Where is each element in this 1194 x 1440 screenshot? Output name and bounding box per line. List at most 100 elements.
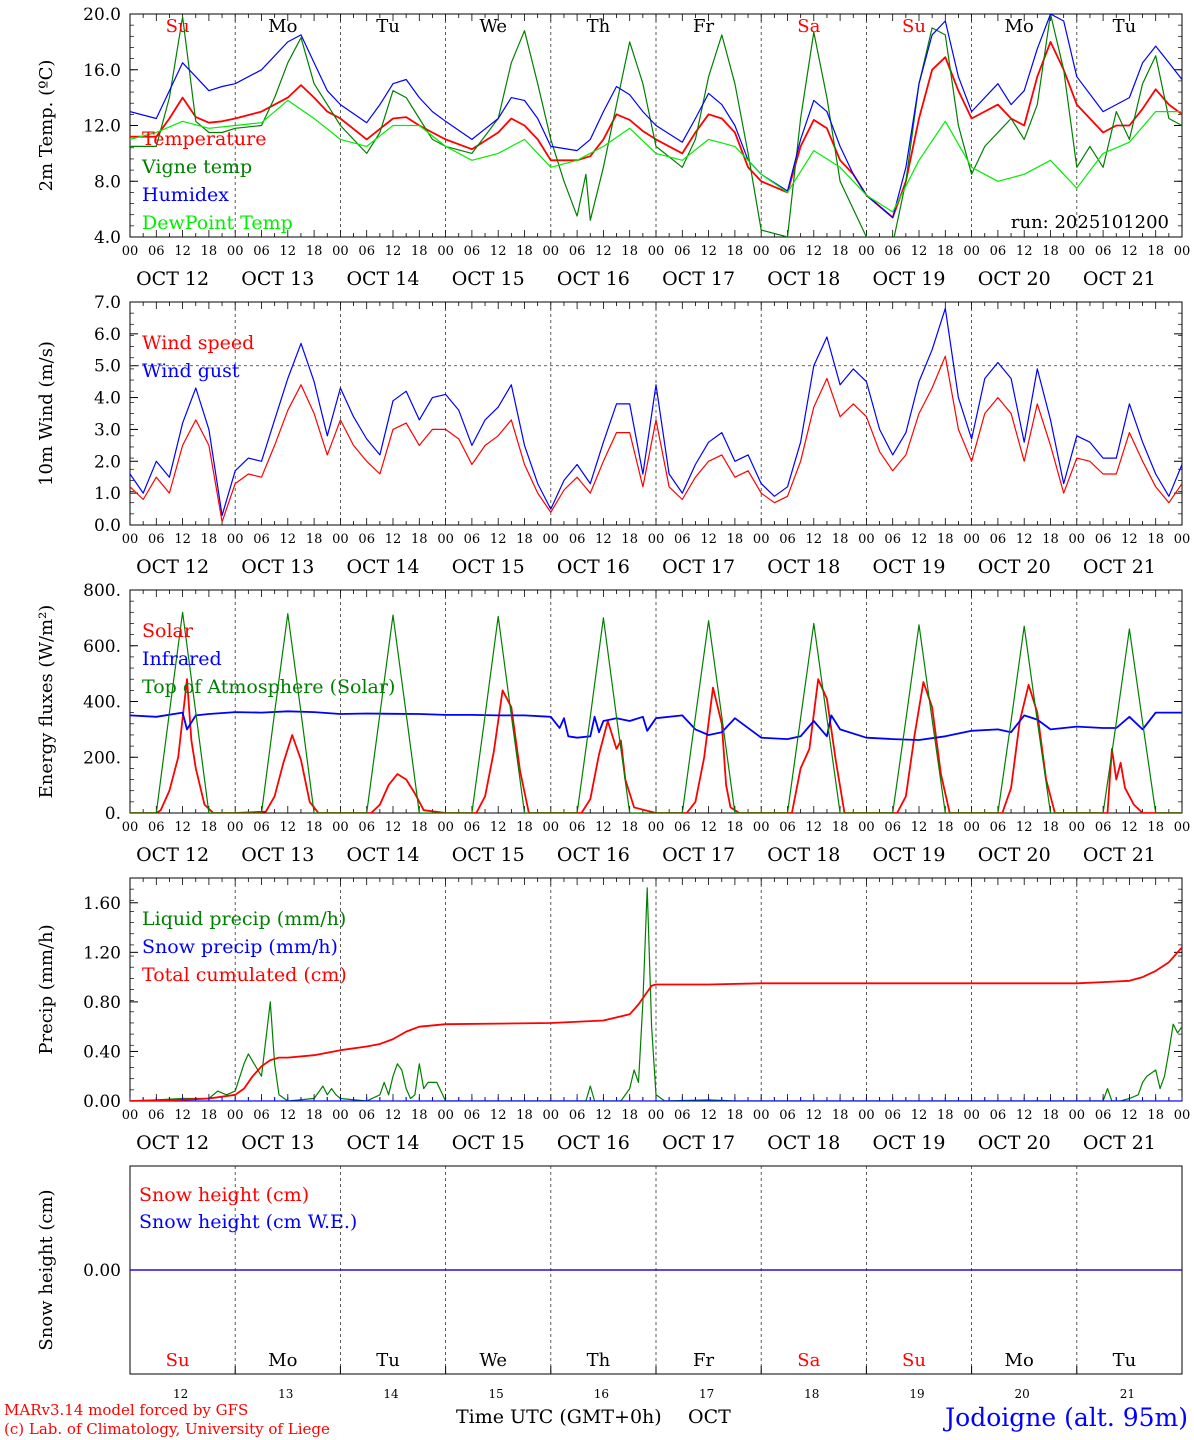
wind-series-wind-gust (130, 307, 1182, 517)
temp-ytick-label: 4.0 (94, 228, 121, 248)
energy-hour-label: 12 (806, 820, 823, 835)
temp-run-annotation: run: 2025101200 (1011, 212, 1169, 233)
precip-hour-label: 12 (1121, 1108, 1138, 1123)
wind-hour-label: 18 (1042, 532, 1059, 547)
temp-hour-label: 00 (437, 244, 454, 259)
temp-hour-label: 12 (174, 244, 191, 259)
energy-hour-label: 18 (621, 820, 638, 835)
energy-hour-label: 12 (595, 820, 612, 835)
precip-date-label: OCT 13 (241, 1132, 314, 1154)
energy-hour-label: 18 (1147, 820, 1164, 835)
temp-hour-label: 18 (306, 244, 323, 259)
day-number-label: 17 (699, 1387, 714, 1401)
temp-legend-item: DewPoint Temp (142, 212, 293, 234)
wind-hour-label: 12 (490, 532, 507, 547)
precip-date-label: OCT 14 (346, 1132, 419, 1154)
precip-hour-label: 00 (753, 1108, 770, 1123)
energy-date-label: OCT 18 (767, 844, 840, 866)
precip-ytick-label: 0.00 (83, 1092, 121, 1112)
precip-series-liquid-precip-mm-h- (130, 887, 1182, 1101)
energy-hour-label: 18 (1042, 820, 1059, 835)
temp-hour-label: 00 (1174, 244, 1191, 259)
weekday-label-bottom: Mo (1005, 1350, 1034, 1371)
temp-hour-label: 12 (385, 244, 402, 259)
precip-date-label: OCT 17 (662, 1132, 735, 1154)
energy-ytick-label: 800. (83, 581, 121, 601)
temp-hour-label: 18 (1042, 244, 1059, 259)
energy-ytick-label: 200. (83, 748, 121, 768)
day-number-label: 15 (489, 1387, 504, 1401)
energy-hour-label: 06 (358, 820, 375, 835)
temp-hour-label: 12 (806, 244, 823, 259)
model-credit-line-2: (c) Lab. of Climatology, University of L… (4, 1420, 330, 1438)
energy-date-label: OCT 15 (452, 844, 525, 866)
temp-panel: 4.0 8.0 12.0 16.0 20.0 2m Temp. (ºC) Temperatu… (36, 5, 1190, 290)
precip-date-label: OCT 18 (767, 1132, 840, 1154)
energy-hour-label: 18 (516, 820, 533, 835)
weekday-label-top: Mo (1005, 16, 1034, 37)
temp-series-temperature (130, 41, 1182, 219)
precip-hour-label: 12 (700, 1108, 717, 1123)
day-number-label: 20 (1015, 1387, 1030, 1401)
temp-legend-item: Humidex (142, 184, 229, 206)
energy-series-solar (130, 678, 1182, 813)
energy-hour-label: 18 (937, 820, 954, 835)
wind-date-label: OCT 12 (136, 556, 209, 578)
temp-hour-label: 18 (727, 244, 744, 259)
energy-hour-label: 18 (306, 820, 323, 835)
energy-hour-label: 06 (884, 820, 901, 835)
precip-hour-label: 12 (806, 1108, 823, 1123)
precip-legend-item: Snow precip (mm/h) (142, 936, 338, 958)
energy-hour-label: 12 (1016, 820, 1033, 835)
wind-legend-item: Wind speed (142, 332, 254, 354)
temp-hour-label: 00 (858, 244, 875, 259)
energy-hour-label: 00 (648, 820, 665, 835)
temp-hour-label: 06 (884, 244, 901, 259)
precip-hour-label: 06 (1095, 1108, 1112, 1123)
temp-hour-label: 12 (911, 244, 928, 259)
precip-hour-label: 12 (174, 1108, 191, 1123)
temp-hour-label: 18 (516, 244, 533, 259)
wind-hour-label: 18 (621, 532, 638, 547)
temp-date-label: OCT 17 (662, 268, 735, 290)
x-axis-title: Time UTC (GMT+0h) (456, 1406, 662, 1428)
day-number-label: 19 (909, 1387, 924, 1401)
energy-hour-label: 12 (700, 820, 717, 835)
snow-legend-item: Snow height (cm W.E.) (139, 1211, 357, 1233)
wind-hour-label: 18 (727, 532, 744, 547)
wind-hour-label: 00 (753, 532, 770, 547)
temp-hour-label: 00 (543, 244, 560, 259)
wind-hour-label: 06 (358, 532, 375, 547)
temp-date-label: OCT 12 (136, 268, 209, 290)
weekday-label-bottom: Sa (797, 1350, 820, 1371)
precip-date-label: OCT 12 (136, 1132, 209, 1154)
energy-hour-label: 18 (727, 820, 744, 835)
wind-hour-label: 00 (437, 532, 454, 547)
precip-date-label: OCT 16 (557, 1132, 630, 1154)
wind-legend-item: Wind gust (142, 360, 240, 382)
temp-hour-label: 06 (253, 244, 270, 259)
temp-hour-label: 06 (148, 244, 165, 259)
precip-series-total-cumulated-cm- (130, 946, 1182, 1101)
weekday-label-top: Tu (1113, 16, 1137, 37)
precip-hour-label: 00 (963, 1108, 980, 1123)
day-number-label: 21 (1120, 1387, 1135, 1401)
weekday-label-bottom: We (479, 1350, 507, 1371)
snow-ylabel: Snow height (cm) (36, 1189, 57, 1350)
temp-hour-label: 06 (358, 244, 375, 259)
temp-hour-label: 06 (1095, 244, 1112, 259)
temp-ytick-label: 8.0 (94, 172, 121, 192)
temp-hour-label: 06 (674, 244, 691, 259)
wind-ytick-label: 6.0 (94, 325, 121, 345)
temp-date-label: OCT 13 (241, 268, 314, 290)
weekday-label-top: Mo (268, 16, 297, 37)
snow-legend-item: Snow height (cm) (139, 1184, 309, 1206)
station-name: Jodoigne (alt. 95m) (942, 1403, 1188, 1432)
energy-hour-label: 06 (674, 820, 691, 835)
temp-hour-label: 18 (201, 244, 218, 259)
energy-hour-label: 00 (543, 820, 560, 835)
precip-hour-label: 18 (1147, 1108, 1164, 1123)
precip-hour-label: 12 (280, 1108, 297, 1123)
temp-ytick-label: 20.0 (83, 5, 121, 25)
